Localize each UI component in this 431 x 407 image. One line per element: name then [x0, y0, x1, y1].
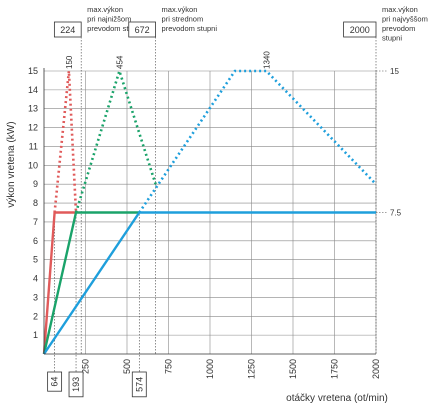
top-box-note: max.výkon	[87, 5, 123, 14]
series-dotted-line	[74, 66, 157, 213]
y-tick-label: 9	[33, 179, 38, 189]
y-tick-label: 2	[33, 311, 38, 321]
top-box-note: prevodom stupni	[162, 24, 218, 33]
x-tick-label: 2000	[371, 359, 381, 379]
x-tick-label: 500	[122, 359, 132, 374]
peak-label: 1340	[262, 51, 271, 69]
series-layer	[42, 66, 377, 355]
y-tick-label: 4	[33, 274, 38, 284]
x-axis-title: otáčky vretena (ot/min)	[286, 393, 388, 404]
x-tick-label: 1500	[288, 359, 298, 379]
y-tick-label: 6	[33, 236, 38, 246]
bottom-box	[68, 371, 84, 398]
x-tick-label: 1750	[330, 359, 340, 379]
right-label: 7.5	[390, 209, 402, 218]
x-tick-label: 750	[164, 359, 174, 374]
top-box-note: stupni	[382, 34, 402, 43]
y-tick-label: 7	[33, 217, 38, 227]
bottom-box	[131, 371, 147, 398]
top-box-note: max.výkon	[162, 5, 198, 14]
peak-label: 150	[65, 55, 74, 69]
top-box-label: 2000	[350, 25, 370, 35]
top-box-note: max.výkon	[382, 5, 418, 14]
y-tick-label: 3	[33, 292, 38, 302]
x-tick-label: 250	[81, 359, 91, 374]
series-dotted-line	[53, 70, 78, 213]
x-tick-label: 1000	[205, 359, 215, 379]
x-tick-label: 1250	[247, 359, 257, 379]
y-tick-label: 11	[29, 141, 38, 151]
y-tick-label: 5	[33, 255, 38, 265]
top-box-label: 672	[135, 25, 150, 35]
top-box-note: prevodom stupni	[87, 24, 143, 33]
bottom-box	[47, 371, 63, 392]
top-box-label: 224	[60, 25, 75, 35]
top-box	[128, 21, 156, 38]
y-tick-label: 15	[28, 66, 38, 76]
y-tick-label: 10	[28, 160, 38, 170]
y-tick-label: 14	[28, 85, 38, 95]
peak-label: 454	[115, 55, 124, 69]
right-label: 15	[390, 67, 399, 76]
top-box	[343, 21, 377, 38]
bottom-box-label: 574	[134, 377, 144, 392]
bottom-box-label: 64	[50, 377, 60, 387]
top-box-note: pri najnižšom	[87, 15, 131, 24]
bottom-box-label: 193	[71, 377, 81, 392]
top-box	[53, 21, 82, 38]
y-tick-label: 13	[28, 104, 38, 114]
top-box-note: prevodom	[382, 24, 415, 33]
y-tick-label: 12	[28, 123, 38, 133]
guide-lines	[54, 37, 388, 372]
series-dotted-line	[138, 69, 377, 214]
axes	[43, 68, 376, 355]
y-tick-label: 1	[33, 330, 38, 340]
y-axis-title: výkon vretena (kW)	[6, 121, 17, 207]
top-box-note: pri najvyššom	[382, 15, 428, 24]
y-tick-label: 8	[33, 198, 38, 208]
top-box-note: pri strednom	[162, 15, 204, 24]
